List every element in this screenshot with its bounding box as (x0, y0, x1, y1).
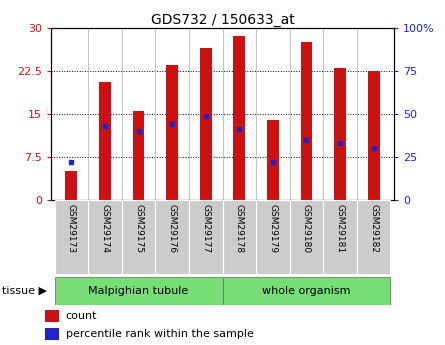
Bar (65, 171, 77, 200)
FancyBboxPatch shape (155, 200, 189, 274)
Bar (200, 48, 211, 200)
Bar (166, 65, 178, 200)
Text: GSM29180: GSM29180 (302, 204, 311, 253)
Bar (133, 111, 144, 200)
FancyBboxPatch shape (122, 200, 155, 274)
FancyBboxPatch shape (55, 200, 88, 274)
Bar (368, 71, 380, 200)
Text: GSM29181: GSM29181 (336, 204, 344, 253)
Text: whole organism: whole organism (262, 286, 351, 296)
Text: GSM29173: GSM29173 (67, 204, 76, 253)
Bar (334, 68, 346, 200)
Bar (44, 328, 59, 340)
FancyBboxPatch shape (88, 200, 122, 274)
FancyBboxPatch shape (189, 200, 222, 274)
Bar (99, 82, 111, 200)
Text: GSM29177: GSM29177 (201, 204, 210, 253)
FancyBboxPatch shape (357, 200, 390, 274)
Text: count: count (66, 311, 97, 321)
FancyBboxPatch shape (290, 200, 323, 274)
Text: GSM29182: GSM29182 (369, 204, 378, 253)
Text: GSM29176: GSM29176 (168, 204, 177, 253)
Bar (234, 36, 245, 200)
Text: percentile rank within the sample: percentile rank within the sample (66, 329, 254, 339)
Text: GSM29174: GSM29174 (101, 204, 109, 253)
FancyBboxPatch shape (222, 200, 256, 274)
Text: GSM29178: GSM29178 (235, 204, 244, 253)
Bar (267, 120, 279, 200)
Text: GSM29175: GSM29175 (134, 204, 143, 253)
Title: GDS732 / 150633_at: GDS732 / 150633_at (150, 12, 295, 27)
Text: Malpighian tubule: Malpighian tubule (89, 286, 189, 296)
FancyBboxPatch shape (256, 200, 290, 274)
FancyBboxPatch shape (323, 200, 357, 274)
Bar (44, 310, 59, 322)
Text: GSM29179: GSM29179 (268, 204, 277, 253)
Text: tissue ▶: tissue ▶ (2, 286, 47, 296)
FancyBboxPatch shape (55, 277, 222, 305)
FancyBboxPatch shape (222, 277, 390, 305)
Bar (301, 42, 312, 200)
